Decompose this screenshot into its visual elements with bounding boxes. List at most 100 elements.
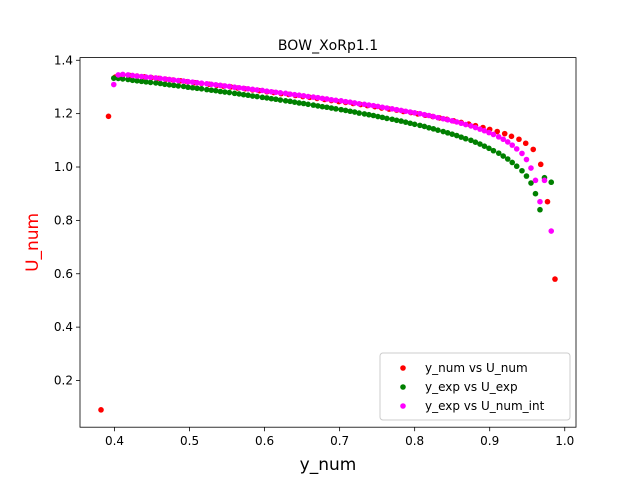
y-tick-label: 0.2 — [54, 373, 73, 387]
data-point — [249, 93, 256, 99]
data-point — [537, 206, 543, 213]
data-point — [198, 86, 205, 92]
data-point — [490, 147, 497, 154]
data-point — [185, 84, 191, 91]
data-point — [147, 79, 154, 86]
data-point — [259, 94, 266, 101]
data-point — [449, 131, 455, 137]
data-point — [134, 78, 140, 84]
legend-label: y_num vs U_num — [425, 361, 528, 375]
data-point — [338, 106, 344, 113]
data-point — [338, 98, 344, 104]
data-point — [328, 105, 335, 111]
data-points-layer — [98, 71, 558, 413]
data-point — [268, 88, 275, 95]
data-point — [402, 119, 409, 125]
data-point — [481, 127, 488, 134]
data-point — [273, 96, 279, 103]
data-point — [356, 110, 362, 116]
data-point — [198, 80, 205, 87]
data-point — [189, 84, 196, 91]
data-point — [370, 102, 377, 109]
data-point — [389, 116, 395, 123]
data-point — [366, 111, 372, 118]
data-point — [472, 124, 479, 131]
plot-frame — [79, 57, 577, 428]
data-point — [421, 123, 428, 130]
data-point — [361, 111, 368, 117]
data-point — [264, 88, 270, 95]
data-point — [548, 179, 555, 186]
x-tick-label: 1.0 — [555, 434, 574, 448]
legend-marker-magenta — [400, 403, 406, 409]
data-point — [516, 136, 522, 143]
data-point — [98, 407, 104, 413]
data-point — [407, 109, 413, 115]
x-tick-label: 0.7 — [330, 434, 349, 448]
data-point — [504, 156, 511, 162]
data-point — [161, 81, 168, 88]
data-point — [157, 75, 164, 82]
data-point — [495, 134, 502, 140]
data-point — [342, 107, 349, 114]
data-point — [523, 156, 530, 163]
data-point — [384, 105, 390, 111]
data-point — [513, 163, 520, 170]
data-point — [435, 127, 441, 133]
y-tick-label: 1.0 — [54, 160, 73, 174]
data-point — [552, 276, 558, 282]
x-tick-label: 0.6 — [255, 434, 274, 448]
data-point — [138, 78, 145, 85]
data-point — [217, 82, 224, 89]
x-tick-label: 0.4 — [105, 434, 124, 448]
data-point — [291, 91, 298, 98]
legend-marker-red — [400, 365, 406, 371]
data-point — [477, 126, 483, 132]
data-point — [268, 95, 275, 102]
data-point — [240, 85, 247, 92]
data-point — [125, 76, 131, 83]
data-point — [185, 78, 191, 85]
data-point — [351, 109, 358, 115]
data-point — [375, 103, 381, 110]
data-point — [315, 94, 321, 101]
data-point — [398, 118, 404, 124]
data-point — [500, 153, 507, 159]
data-point — [519, 167, 525, 174]
data-point — [138, 73, 145, 80]
data-point — [105, 113, 112, 120]
data-point — [407, 120, 413, 127]
data-point — [119, 76, 126, 82]
data-point — [208, 81, 215, 88]
data-point — [440, 115, 446, 122]
data-point — [208, 87, 215, 93]
data-point — [393, 117, 400, 124]
data-point — [453, 119, 460, 125]
data-point — [296, 100, 302, 106]
data-point — [504, 139, 511, 145]
data-point — [530, 146, 537, 153]
data-point — [180, 78, 187, 84]
data-point — [389, 106, 395, 112]
data-point — [259, 87, 266, 94]
data-point — [421, 111, 428, 118]
data-point — [315, 103, 321, 109]
data-point — [305, 93, 311, 100]
data-point — [273, 89, 279, 96]
data-point — [129, 77, 136, 84]
data-point — [324, 96, 330, 102]
series-1-points — [110, 75, 555, 213]
data-point — [204, 80, 210, 87]
data-point — [508, 133, 515, 140]
data-point — [379, 104, 386, 111]
data-point — [194, 79, 200, 86]
data-point — [319, 103, 326, 110]
data-point — [217, 88, 224, 95]
data-point — [175, 83, 182, 89]
data-point — [411, 121, 418, 128]
data-point — [426, 112, 432, 119]
data-point — [375, 113, 381, 120]
data-point — [180, 83, 187, 90]
data-point — [486, 145, 492, 152]
